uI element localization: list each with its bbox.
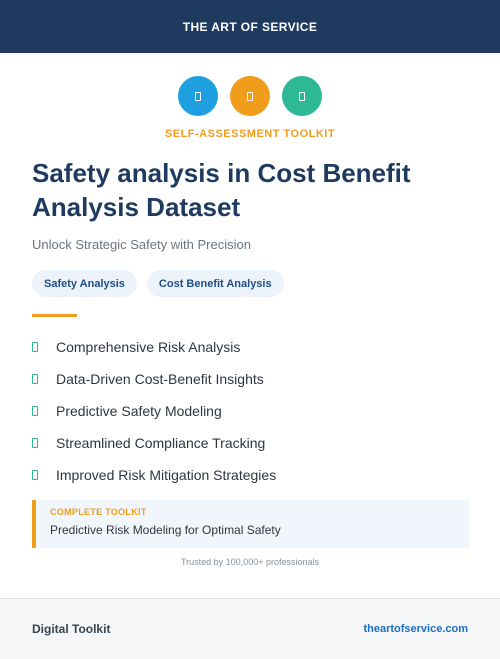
feature-item: Improved Risk Mitigation Strategies [32, 459, 276, 491]
icon-circle-orange [230, 76, 270, 116]
feature-list: Comprehensive Risk Analysis Data-Driven … [32, 331, 276, 491]
callout-label: COMPLETE TOOLKIT [50, 507, 147, 517]
trust-note: Trusted by 100,000+ professionals [180, 557, 319, 567]
document-icon [247, 91, 253, 101]
feature-label: Improved Risk Mitigation Strategies [56, 467, 277, 483]
document-icon [299, 91, 305, 101]
website-link[interactable]: theartofservice.com [363, 623, 468, 635]
feature-item: Predictive Safety Modeling [32, 395, 276, 427]
accent-divider [32, 314, 77, 317]
check-icon [32, 374, 38, 384]
toolkit-callout: COMPLETE TOOLKIT Predictive Risk Modelin… [32, 500, 469, 548]
icon-circle-green [282, 76, 322, 116]
feature-label: Data-Driven Cost-Benefit Insights [56, 371, 264, 387]
check-icon [32, 342, 38, 352]
check-icon [32, 470, 38, 480]
tag-cost-benefit-analysis[interactable]: Cost Benefit Analysis [146, 270, 284, 297]
tag-safety-analysis[interactable]: Safety Analysis [32, 270, 137, 297]
document-icon [195, 91, 201, 101]
feature-label: Streamlined Compliance Tracking [56, 435, 266, 451]
page-subtitle: Unlock Strategic Safety with Precision [32, 237, 251, 252]
header-bar: THE ART OF SERVICE [0, 0, 500, 53]
feature-item: Data-Driven Cost-Benefit Insights [32, 363, 276, 395]
tag-list: Safety Analysis Cost Benefit Analysis [32, 270, 284, 297]
brand-title: THE ART OF SERVICE [182, 19, 318, 34]
callout-text: Predictive Risk Modeling for Optimal Saf… [50, 523, 281, 537]
check-icon [32, 406, 38, 416]
feature-label: Comprehensive Risk Analysis [56, 339, 241, 355]
feature-item: Streamlined Compliance Tracking [32, 427, 276, 459]
check-icon [32, 438, 38, 448]
icon-row [0, 76, 500, 116]
footer-bar: Digital Toolkit theartofservice.com [0, 598, 500, 659]
page-title: Safety analysis in Cost Benefit Analysis… [32, 158, 411, 222]
feature-item: Comprehensive Risk Analysis [32, 331, 276, 363]
toolkit-eyebrow: SELF-ASSESSMENT TOOLKIT [164, 128, 336, 140]
icon-circle-blue [178, 76, 218, 116]
feature-label: Predictive Safety Modeling [56, 403, 222, 419]
footer-label: Digital Toolkit [32, 622, 111, 636]
